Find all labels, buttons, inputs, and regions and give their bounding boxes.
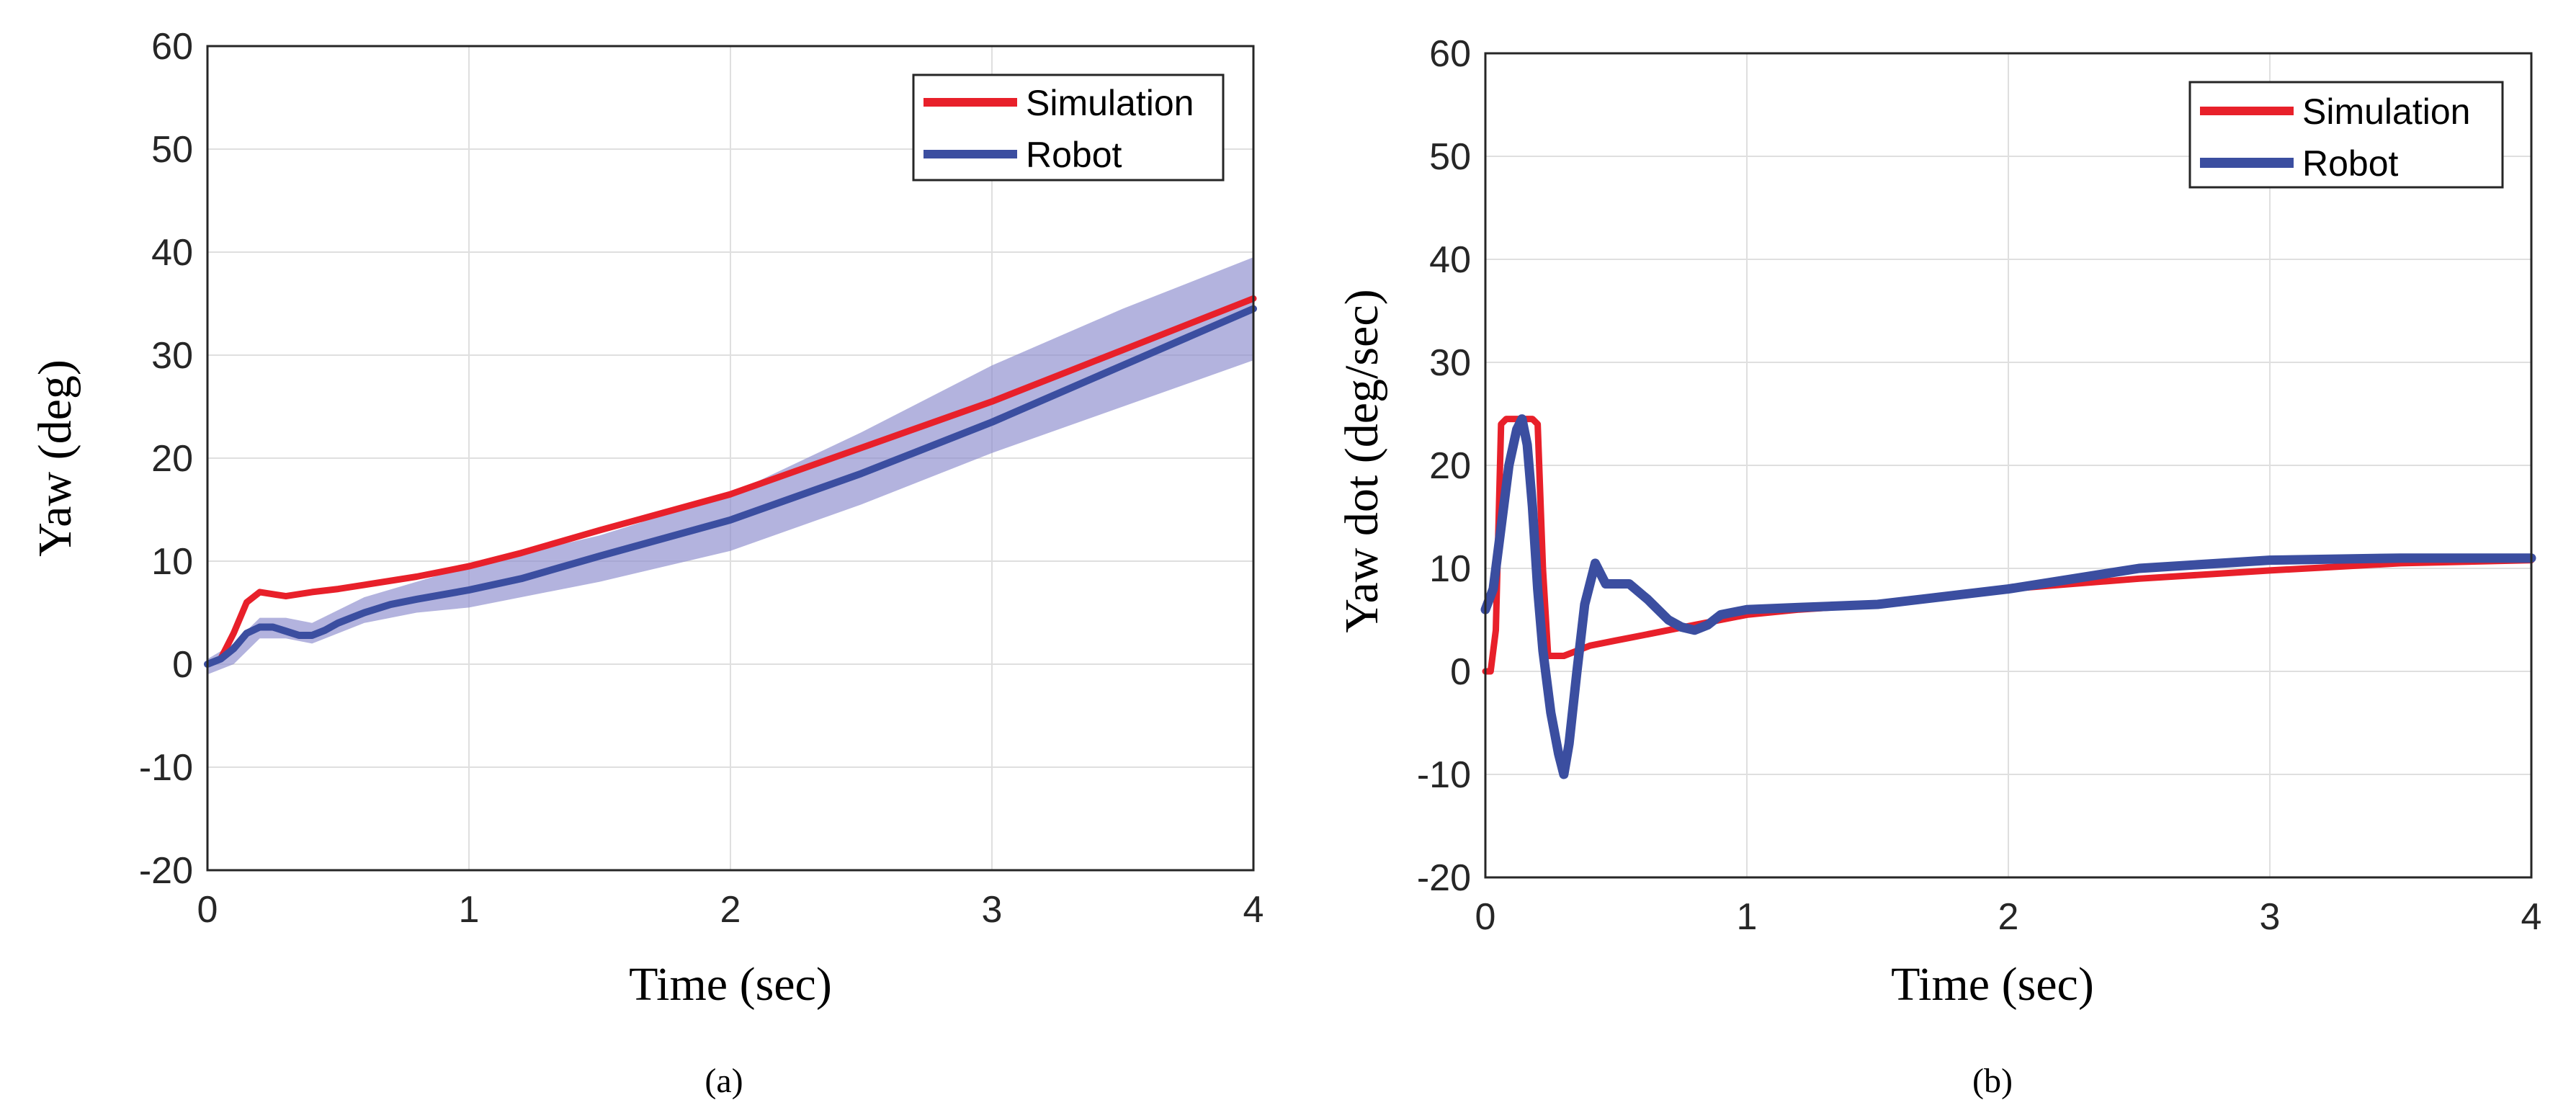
y-tick-label: 30 xyxy=(1429,342,1471,384)
x-tick-label: 1 xyxy=(459,889,480,931)
y-tick-label: -10 xyxy=(139,747,193,789)
y-tick-labels-b: -20 -10 0 10 20 30 40 50 60 xyxy=(1417,33,1471,899)
legend-label-simulation-b: Simulation xyxy=(2302,91,2470,132)
y-tick-label: 60 xyxy=(151,26,193,68)
y-tick-label: 10 xyxy=(151,541,193,583)
y-tick-label: 20 xyxy=(1429,445,1471,487)
x-tick-label: 0 xyxy=(197,889,218,931)
y-tick-label: 40 xyxy=(1429,239,1471,281)
plot-frame-a xyxy=(206,45,1255,872)
y-tick-label: 0 xyxy=(172,644,193,686)
lines-a xyxy=(204,295,1257,668)
legend-label-robot-a: Robot xyxy=(1026,135,1122,175)
series-line-simulation xyxy=(204,295,1257,668)
y-tick-label: 60 xyxy=(1429,33,1471,75)
y-tick-labels-a: -20 -10 0 10 20 30 40 50 60 xyxy=(139,26,193,892)
y-axis-label-b: Yaw dot (deg/sec) xyxy=(1336,289,1388,632)
x-axis-label-a: Time (sec) xyxy=(629,958,832,1011)
y-tick-label: 10 xyxy=(1429,548,1471,590)
x-tick-label: 4 xyxy=(2521,896,2542,938)
y-tick-label: 30 xyxy=(151,335,193,377)
x-tick-labels-a: 0 1 2 3 4 xyxy=(197,889,1264,931)
panel-b: -20 -10 0 10 20 30 40 50 60 0 1 2 3 4 Time (sec) Yaw… xyxy=(1336,33,2541,1100)
x-tick-label: 0 xyxy=(1475,896,1496,938)
legend-a: Simulation Robot xyxy=(912,73,1225,182)
legend-label-simulation-a: Simulation xyxy=(1026,83,1194,123)
legend-box-a xyxy=(912,73,1225,182)
robot-variance-band xyxy=(207,257,1253,675)
y-axis-label-a: Yaw (deg) xyxy=(29,359,81,557)
x-tick-labels-b: 0 1 2 3 4 xyxy=(1475,896,2542,938)
y-tick-label: 50 xyxy=(151,129,193,171)
y-tick-label: 50 xyxy=(1429,136,1471,178)
legend-label-robot-b: Robot xyxy=(2302,143,2399,184)
legend-b: Simulation Robot xyxy=(2188,81,2504,189)
lines-b xyxy=(1480,414,2536,779)
confidence-band-a xyxy=(207,257,1253,675)
x-tick-label: 2 xyxy=(1998,896,2019,938)
series-line-robot xyxy=(204,305,1257,668)
x-tick-label: 3 xyxy=(2260,896,2281,938)
y-tick-label: -20 xyxy=(139,850,193,892)
series-line-robot xyxy=(1480,414,2536,779)
legend-box-b xyxy=(2188,81,2504,189)
caption-a: (a) xyxy=(705,1062,743,1100)
x-tick-label: 4 xyxy=(1243,889,1264,931)
y-tick-label: 0 xyxy=(1450,651,1471,693)
panel-a: -20 -10 0 10 20 30 40 50 60 0 1 2 3 4 Time (sec) Yaw… xyxy=(29,26,1264,1100)
y-tick-label: 40 xyxy=(151,232,193,274)
x-axis-label-b: Time (sec) xyxy=(1891,958,2094,1011)
caption-b: (b) xyxy=(1972,1062,2013,1100)
y-tick-label: -10 xyxy=(1417,754,1471,796)
plot-frame-b xyxy=(1484,52,2533,879)
y-tick-label: 20 xyxy=(151,438,193,480)
x-tick-label: 1 xyxy=(1737,896,1758,938)
y-tick-label: -20 xyxy=(1417,857,1471,899)
x-tick-label: 3 xyxy=(982,889,1003,931)
x-tick-label: 2 xyxy=(720,889,741,931)
